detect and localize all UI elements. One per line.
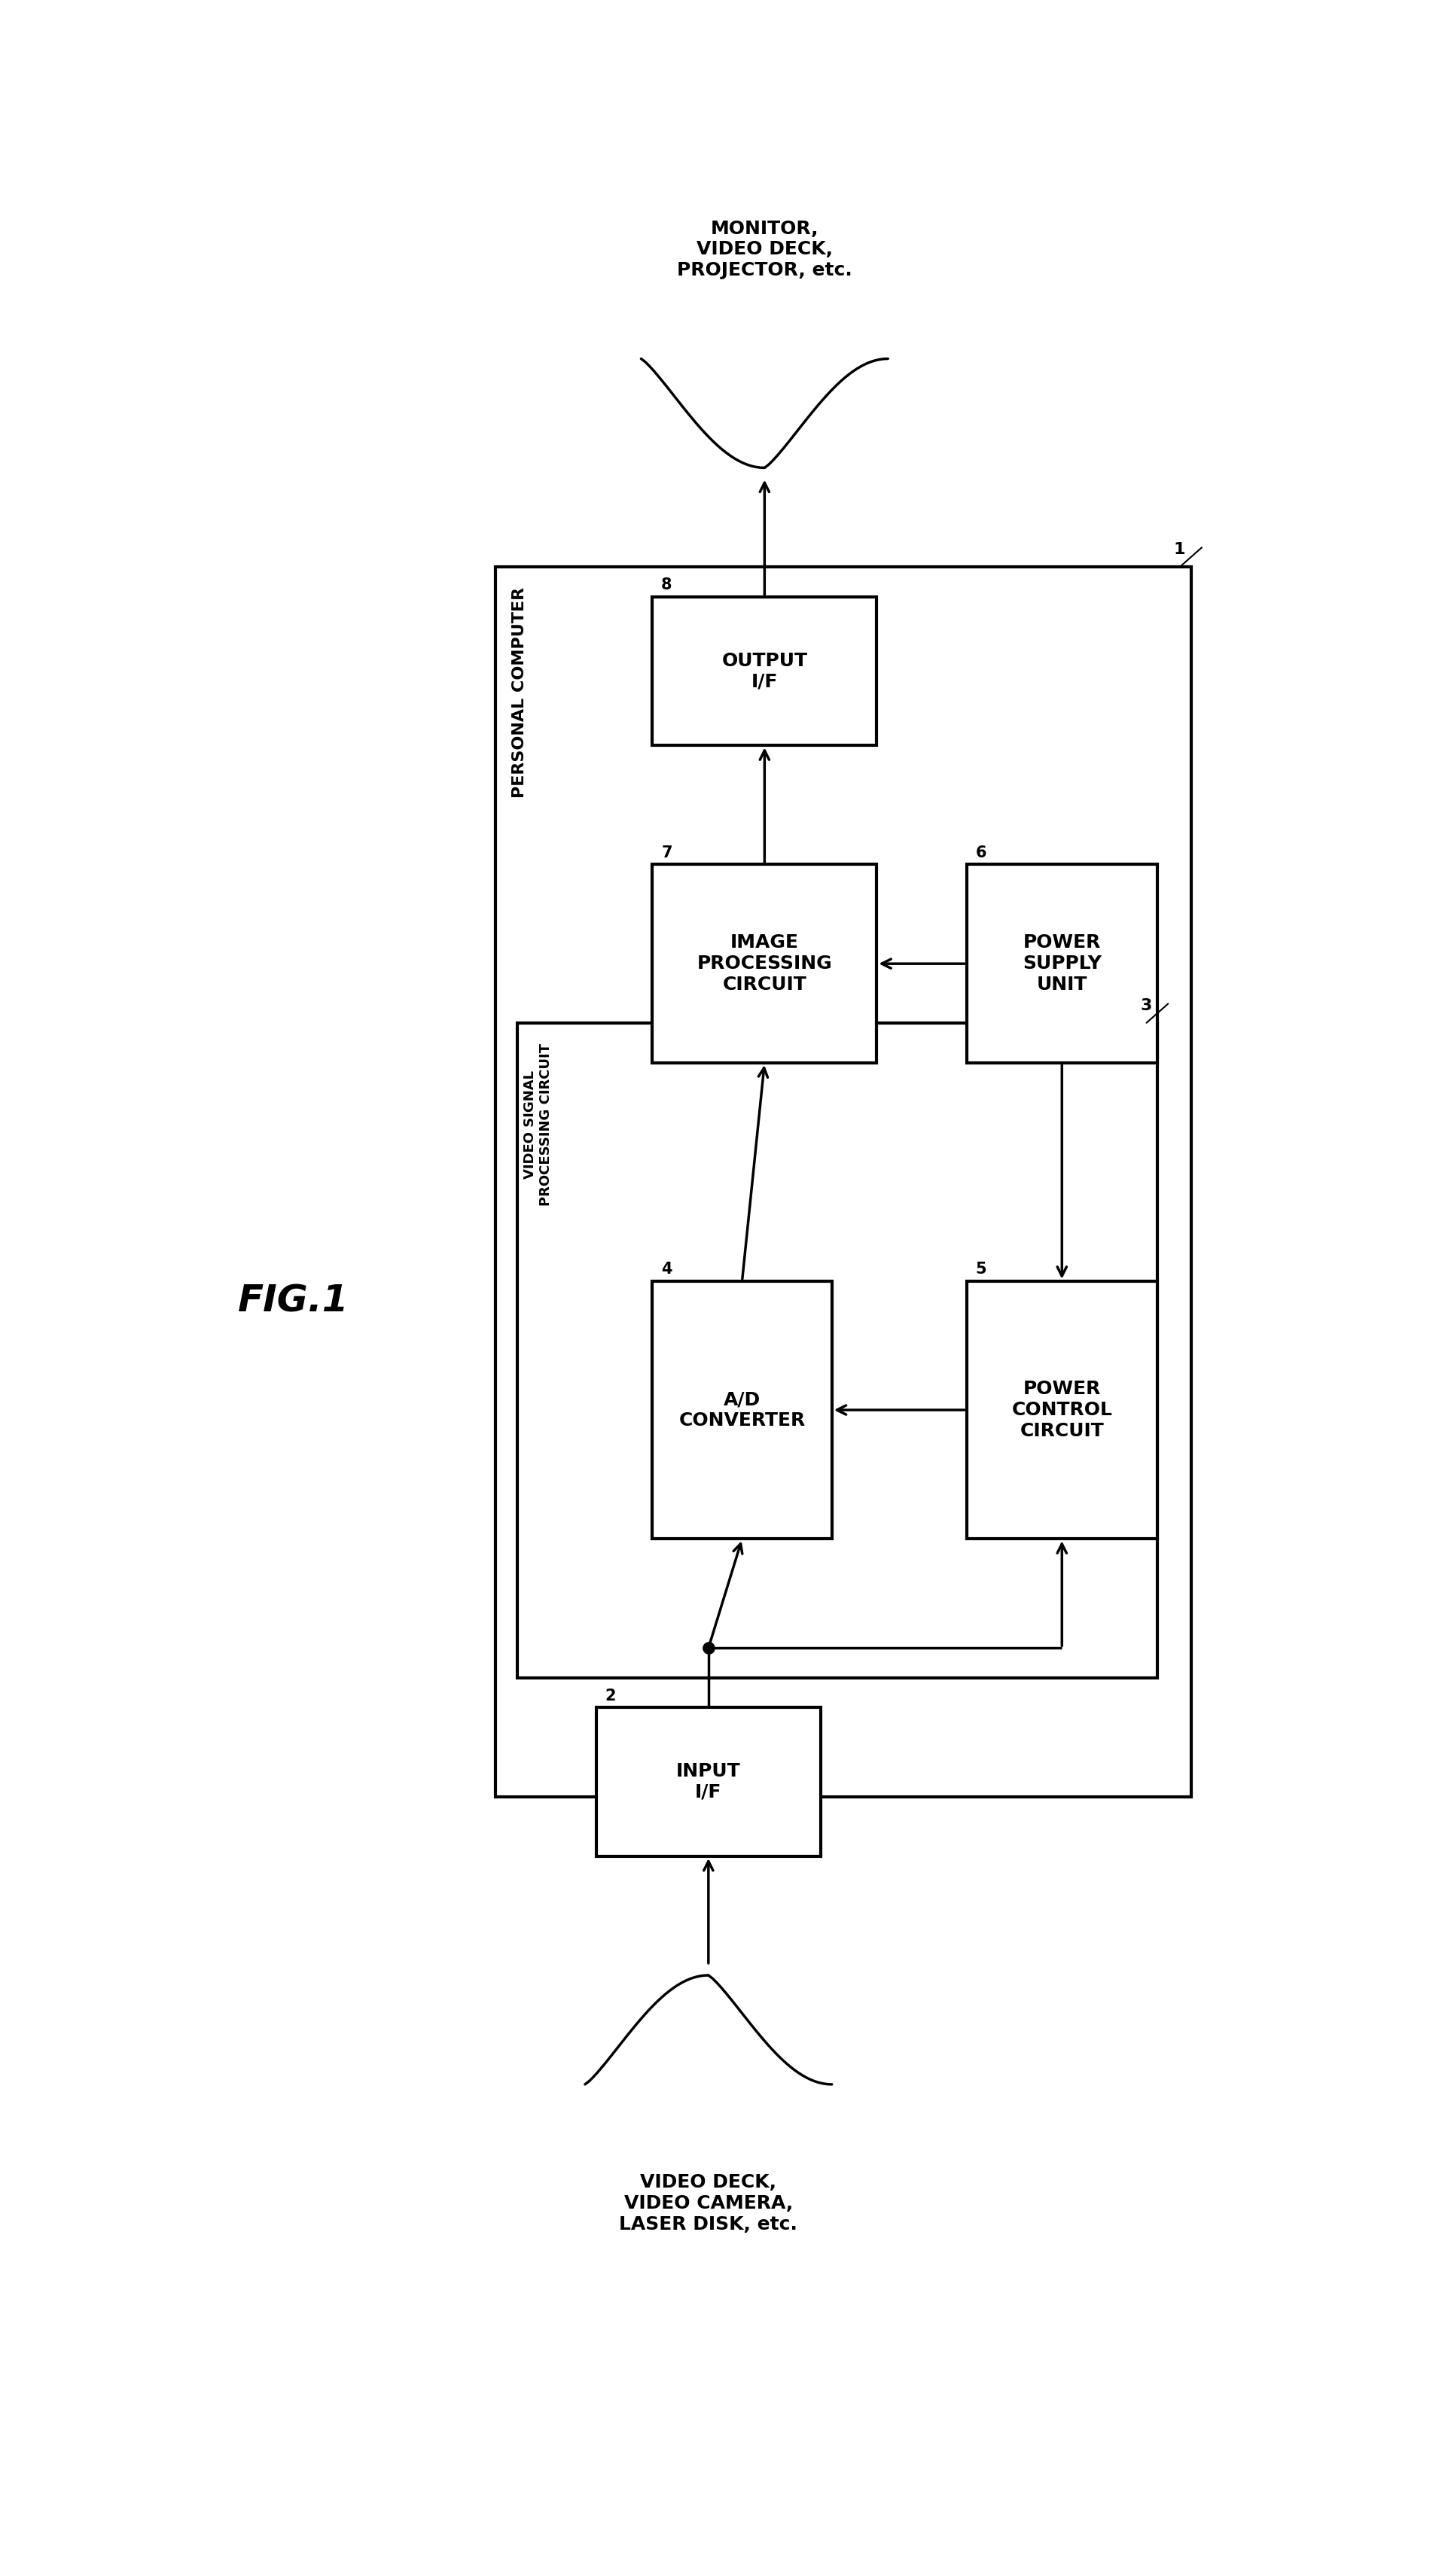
Bar (653, 1280, 833, 1538)
Text: 3: 3 (1140, 999, 1151, 1012)
Bar (597, 1708, 821, 1857)
Text: MONITOR,
VIDEO DECK,
PROJECTOR, etc.: MONITOR, VIDEO DECK, PROJECTOR, etc. (676, 219, 853, 278)
Bar (653, 866, 877, 1064)
Text: FIG.1: FIG.1 (237, 1283, 349, 1319)
Text: INPUT
I/F: INPUT I/F (676, 1762, 741, 1801)
Text: VIDEO SIGNAL
PROCESSING CIRCUIT: VIDEO SIGNAL PROCESSING CIRCUIT (523, 1043, 553, 1206)
Text: 2: 2 (605, 1687, 615, 1703)
Bar (495, 567, 1192, 1798)
Text: 5: 5 (976, 1262, 986, 1278)
Text: PERSONAL COMPUTER: PERSONAL COMPUTER (513, 587, 527, 799)
Text: A/D
CONVERTER: A/D CONVERTER (679, 1391, 805, 1430)
Text: 4: 4 (662, 1262, 672, 1278)
Text: 7: 7 (662, 845, 672, 860)
Bar (967, 1280, 1157, 1538)
Bar (967, 866, 1157, 1064)
Text: IMAGE
PROCESSING
CIRCUIT: IMAGE PROCESSING CIRCUIT (696, 933, 833, 994)
Text: 1: 1 (1174, 541, 1186, 556)
Text: POWER
SUPPLY
UNIT: POWER SUPPLY UNIT (1022, 933, 1102, 994)
Text: 8: 8 (662, 577, 672, 592)
Bar (653, 598, 877, 744)
Text: POWER
CONTROL
CIRCUIT: POWER CONTROL CIRCUIT (1012, 1381, 1112, 1440)
Bar (518, 1023, 1157, 1677)
Text: OUTPUT
I/F: OUTPUT I/F (721, 652, 808, 690)
Text: VIDEO DECK,
VIDEO CAMERA,
LASER DISK, etc.: VIDEO DECK, VIDEO CAMERA, LASER DISK, et… (620, 2174, 798, 2233)
Text: 6: 6 (976, 845, 986, 860)
